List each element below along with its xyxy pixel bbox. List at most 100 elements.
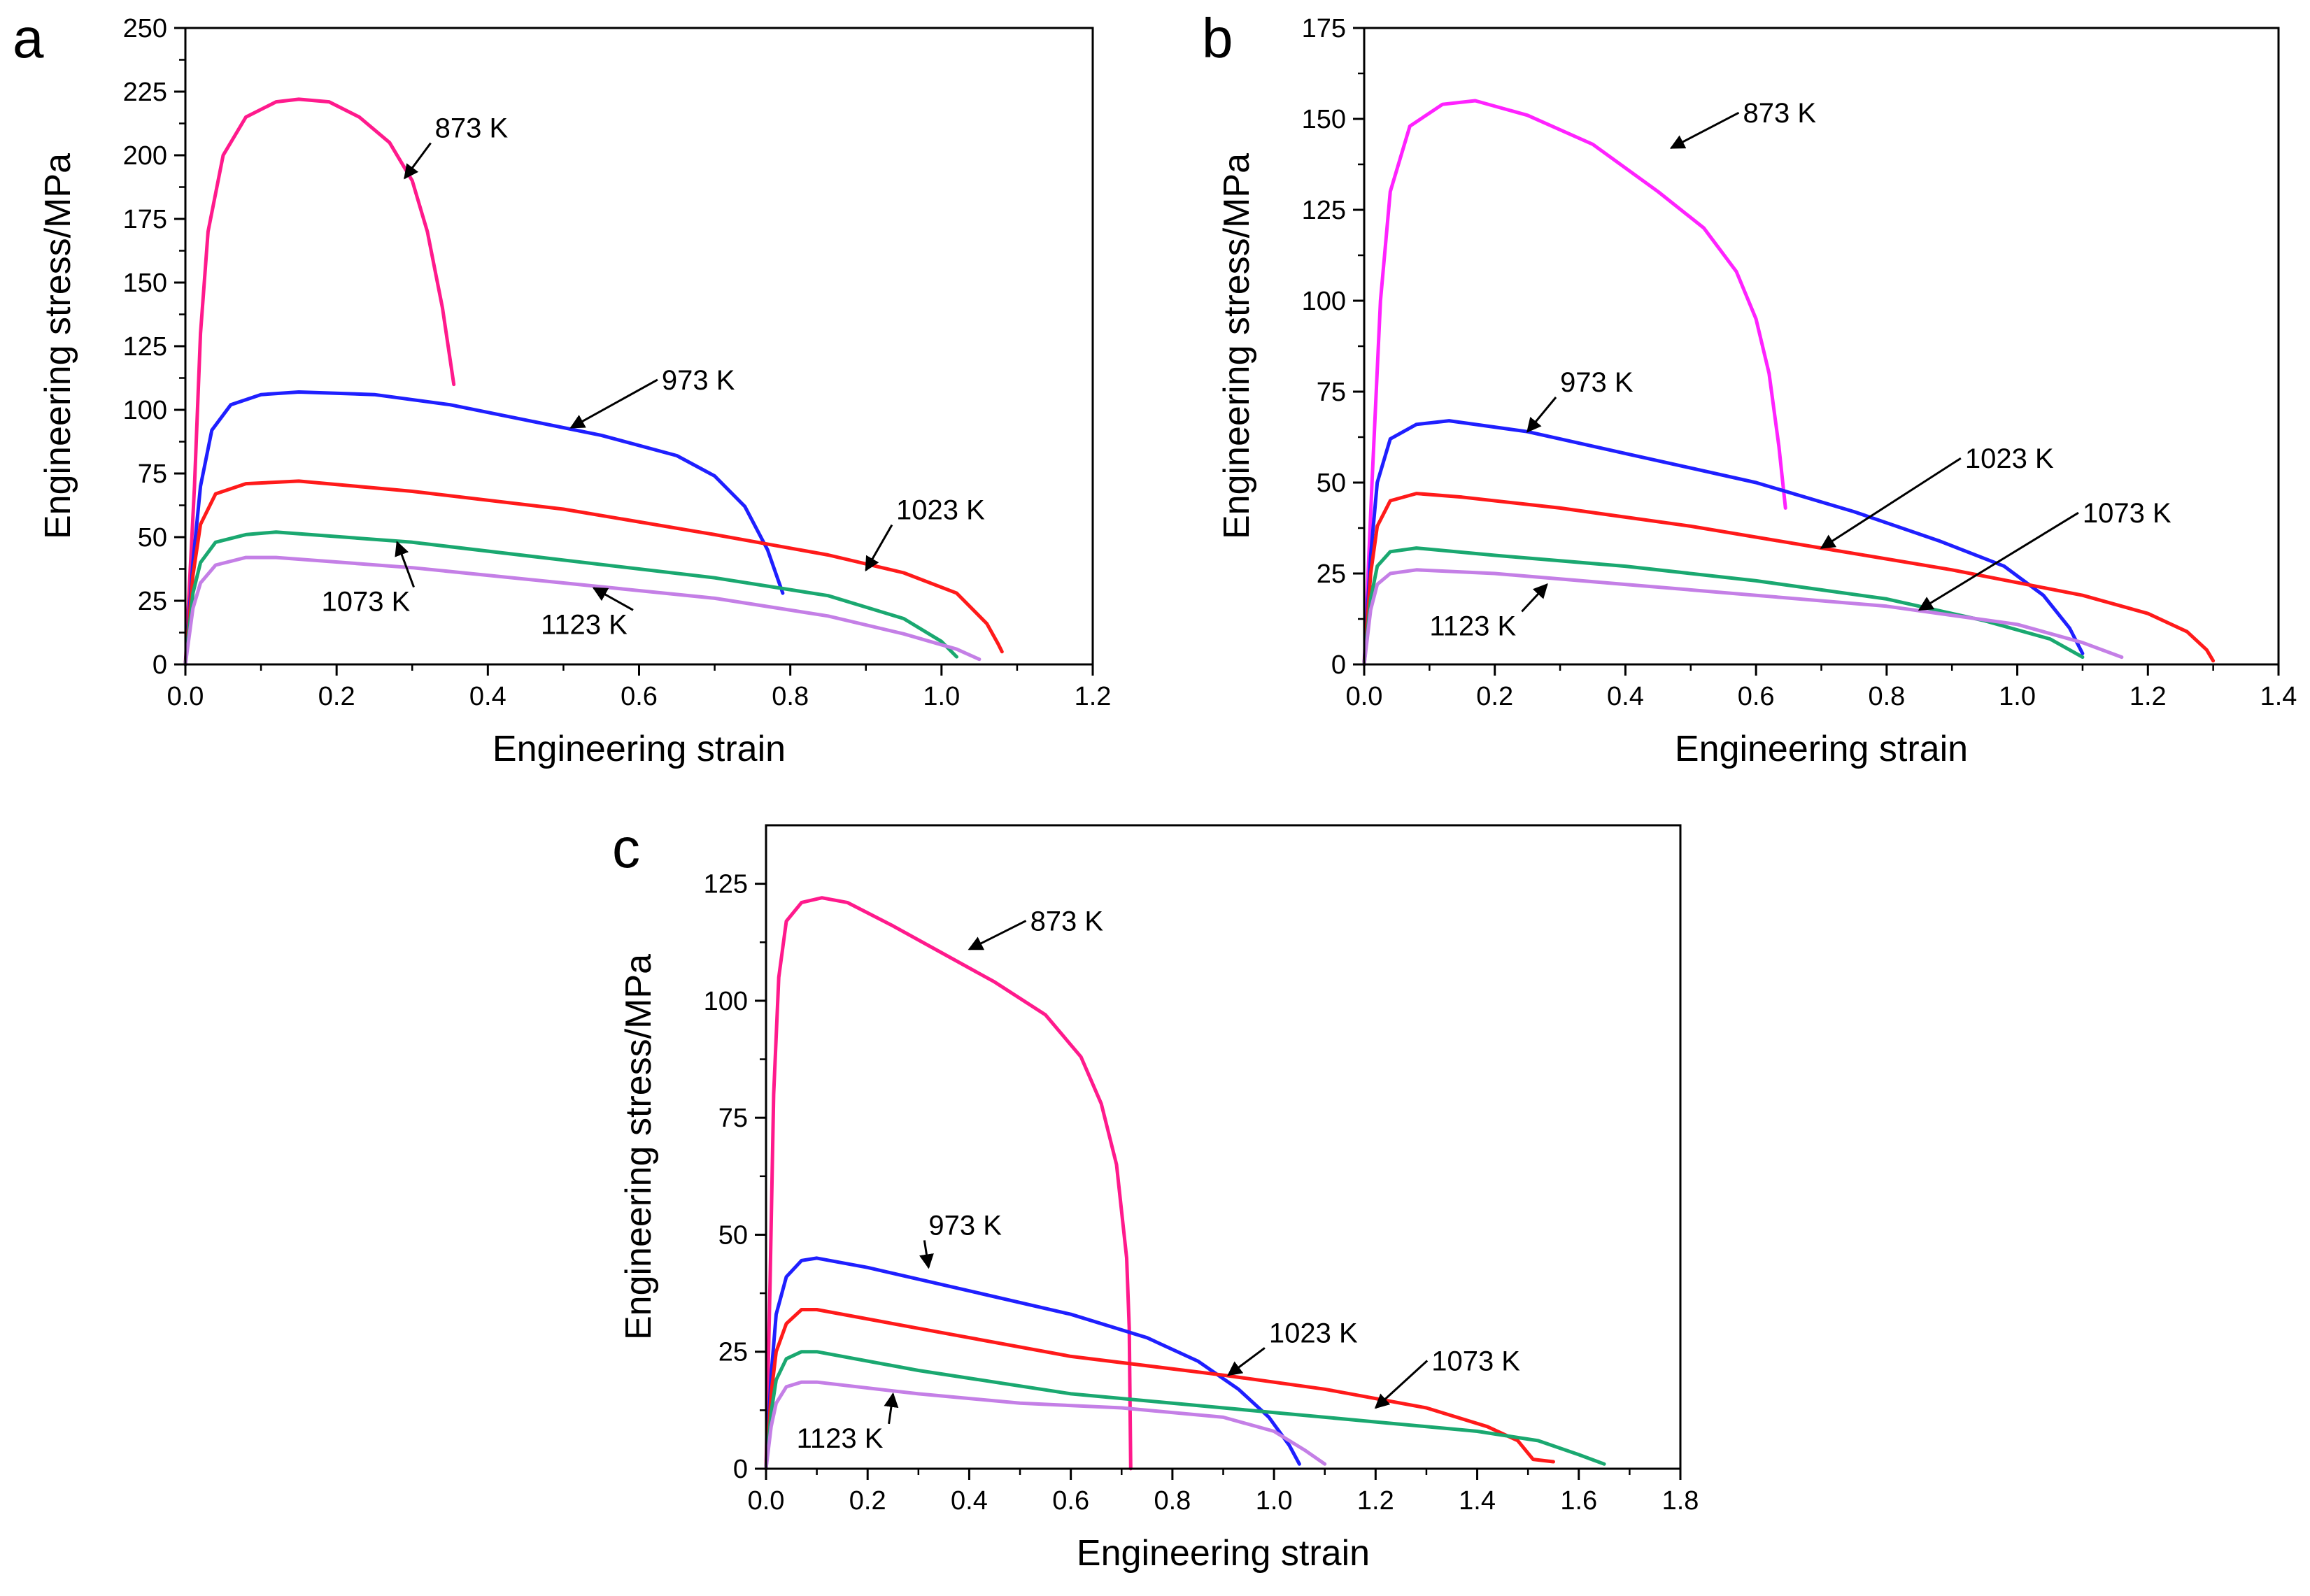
chart-panel-c: 0.0 0.2 0.4 0.6 0.8 1.0 1.2 1.4 1.6 1.8 0 25 50 75 100… [612,817,1699,1574]
series-line-1023-k [183,479,1004,667]
annotation-label: 973 K [1560,367,1634,398]
series-line-973-k [183,390,785,667]
annotation-label: 1023 K [1965,443,2054,474]
y-tick-label: 50 [718,1220,748,1250]
y-tick-label: 175 [123,205,167,234]
y-tick-label: 125 [704,870,748,899]
series-line-1123-k [1362,568,2124,667]
annotation-arrow [569,378,658,429]
x-tick-label: 0.0 [748,1486,785,1516]
y-tick-label: 25 [718,1338,748,1367]
x-axis-label: Engineering strain [493,729,786,769]
x-tick-label: 0.8 [772,682,809,711]
y-tick-label: 175 [1302,14,1346,43]
annotation-label: 1073 K [322,587,411,618]
x-tick-label: 0.6 [1738,682,1775,711]
annotation-arrow [404,142,432,180]
series-group [764,896,1606,1471]
annotation-label: 1123 K [541,609,628,640]
y-tick-label: 125 [123,332,167,362]
x-tick-label: 1.4 [2260,682,2297,711]
x-tick-label: 1.0 [1256,1486,1293,1516]
annotation-arrow [919,1240,934,1269]
y-axis-label: Engineering stress/MPa [38,153,78,539]
annotation-label: 973 K [662,365,735,396]
y-tick-label: 0 [1331,650,1346,680]
panel-label: a [13,7,44,69]
x-tick-label: 0.0 [167,682,204,711]
annotation-arrow [884,1392,899,1425]
y-tick-label: 0 [153,650,167,680]
annotation-label: 1073 K [2083,498,2171,529]
annotation-label: 1023 K [896,495,985,526]
annotation-arrow [395,541,415,588]
annotation-arrow [968,920,1027,950]
series-line-1073-k [183,530,958,667]
annotation-label: 1123 K [1429,611,1516,641]
series-line-973-k [764,1256,1301,1471]
y-tick-label: 225 [123,78,167,107]
x-tick-label: 0.8 [1154,1486,1191,1516]
series-group [183,97,1004,667]
series-line-873-k [1362,99,1787,667]
y-tick-label: 100 [704,987,748,1016]
x-tick-label: 1.2 [1075,682,1112,711]
y-tick-label: 100 [1302,287,1346,316]
y-tick-label: 150 [123,269,167,298]
annotation-arrow [1820,457,1962,549]
series-line-1023-k [1362,492,2216,667]
series-line-1073-k [1362,546,2085,667]
x-tick-label: 0.6 [621,682,658,711]
annotation-arrow [592,587,634,611]
y-tick-label: 0 [733,1455,748,1484]
annotation-label: 873 K [1743,98,1816,129]
y-tick-label: 75 [138,459,167,489]
annotation-arrow [1669,111,1740,149]
y-axis-label: Engineering stress/MPa [1217,153,1257,539]
annotation-label: 1073 K [1431,1346,1520,1376]
y-tick-label: 75 [718,1104,748,1133]
x-tick-label: 0.2 [318,682,355,711]
annotation-arrow [1918,511,2079,611]
plot-frame [1363,27,2280,666]
series-line-1073-k [764,1350,1606,1471]
y-tick-label: 250 [123,14,167,43]
x-tick-label: 0.2 [849,1486,886,1516]
annotation-label: 973 K [928,1210,1002,1241]
y-tick-label: 50 [1317,469,1346,498]
x-tick-label: 0.8 [1868,682,1905,711]
panel-label: c [612,817,640,879]
annotation-label: 873 K [1030,906,1104,937]
annotation-arrow [1374,1360,1429,1409]
y-axis-label: Engineering stress/MPa [618,954,659,1340]
x-axis-label: Engineering strain [1675,729,1968,769]
y-tick-label: 50 [138,523,167,553]
annotation-label: 873 K [435,113,509,144]
y-tick-label: 150 [1302,105,1346,134]
x-tick-label: 1.2 [2130,682,2167,711]
plot-frame [765,824,1682,1470]
series-line-1123-k [764,1380,1327,1471]
annotation-arrow [1526,397,1557,433]
annotation-arrow [1521,583,1548,613]
x-tick-label: 1.8 [1662,1486,1699,1516]
x-tick-label: 0.2 [1476,682,1513,711]
chart-panel-a: 0.0 0.2 0.4 0.6 0.8 1.0 1.2 0 25 50 75 100 125 150 175… [13,7,1111,769]
x-tick-label: 1.0 [923,682,960,711]
annotation-label: 1023 K [1269,1318,1358,1348]
x-tick-label: 0.4 [1607,682,1644,711]
x-tick-label: 0.4 [469,682,506,711]
chart-panel-b: 0.0 0.2 0.4 0.6 0.8 1.0 1.2 1.4 0 25 50 75 100 125 150… [1202,7,2297,769]
x-axis-label: Engineering strain [1077,1533,1370,1574]
annotation-label: 1123 K [797,1423,884,1454]
annotation-arrow [865,524,893,572]
x-tick-label: 1.4 [1459,1486,1496,1516]
y-tick-label: 25 [138,587,167,616]
series-line-873-k [183,97,456,667]
y-tick-label: 200 [123,141,167,171]
series-line-873-k [764,896,1133,1471]
series-group [1362,99,2216,667]
x-tick-label: 1.6 [1560,1486,1597,1516]
series-line-1123-k [183,555,982,667]
